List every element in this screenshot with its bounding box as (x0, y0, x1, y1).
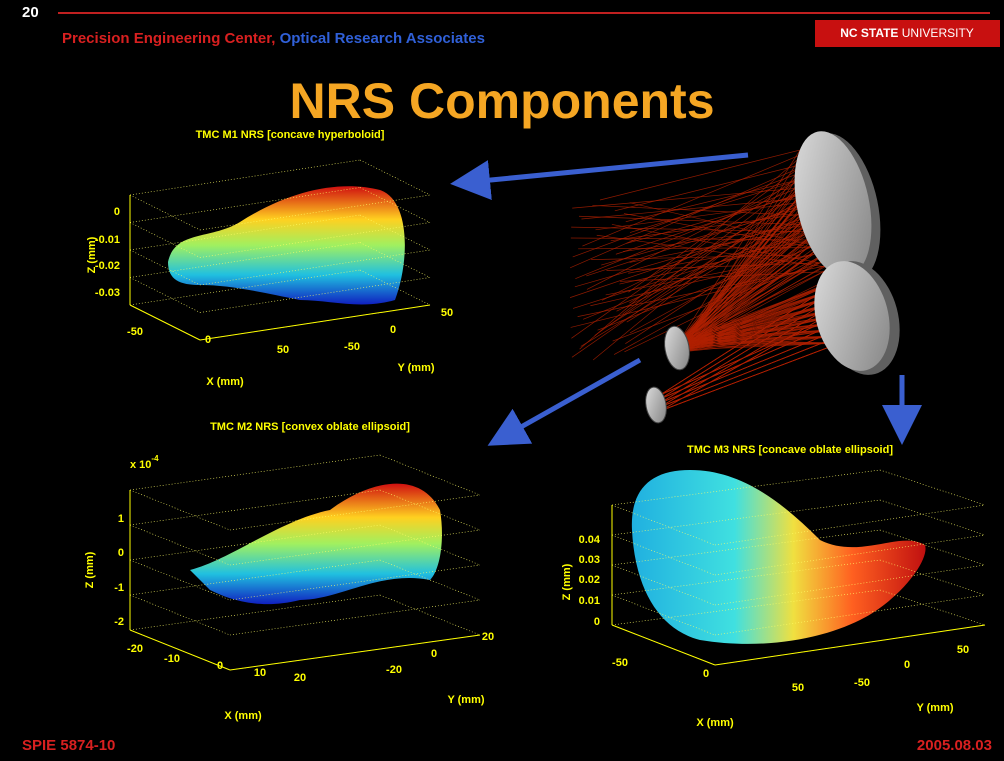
grid-line (130, 490, 230, 530)
grid-line (130, 195, 200, 230)
grid-line (880, 470, 985, 505)
x-tick-label: -50 (127, 326, 143, 338)
axis-line (130, 630, 230, 670)
axis-line (230, 635, 480, 670)
grid-line (880, 500, 985, 535)
x-tick-label: -50 (612, 657, 628, 669)
x-axis-label: X (mm) (206, 376, 244, 388)
z-tick-label: -0.03 (95, 287, 120, 299)
slide-number: 20 (22, 4, 39, 21)
x-tick-label: -20 (127, 643, 143, 655)
multiplier: x 10 (130, 459, 151, 471)
x-tick-label: -10 (164, 653, 180, 665)
z-tick-label: -1 (114, 582, 124, 594)
header-orgs: Precision Engineering Center, Optical Re… (62, 30, 485, 47)
x-axis-label: X (mm) (696, 717, 734, 729)
grid-line (130, 525, 230, 565)
z-axis-label: Z (mm) (561, 563, 573, 600)
axis-multiplier: x 10-4 (130, 454, 159, 471)
z-axis-label: Z (mm) (86, 236, 98, 273)
grid-line (130, 595, 230, 635)
z-tick-label: -2 (114, 616, 124, 628)
y-tick-label: -50 (854, 677, 870, 689)
slide-title: NRS Components (290, 73, 715, 129)
plot-title: TMC M3 NRS [concave oblate ellipsoid] (687, 444, 893, 456)
grid-line (380, 595, 480, 635)
slide: 20 Precision Engineering Center, Optical… (0, 0, 1004, 761)
x-tick-label: 10 (254, 667, 266, 679)
z-tick-label: 1 (118, 513, 124, 525)
y-axis-label: Y (mm) (916, 702, 953, 714)
z-axis-label: Z (mm) (84, 551, 96, 588)
y-tick-label: 50 (441, 307, 453, 319)
org2: Optical Research Associates (280, 30, 485, 47)
logo: NC STATE UNIVERSITY (840, 26, 974, 40)
y-tick-label: 0 (431, 648, 437, 660)
plot-title: TMC M2 NRS [convex oblate ellipsoid] (210, 421, 410, 433)
grid-line (880, 590, 985, 625)
x-tick-label: 0 (217, 660, 223, 672)
y-tick-label: 50 (957, 644, 969, 656)
y-tick-label: -50 (344, 341, 360, 353)
z-tick-label: -0.02 (95, 260, 120, 272)
page: 20 Precision Engineering Center, Optical… (0, 0, 1004, 761)
plot-title: TMC M1 NRS [concave hyperboloid] (196, 129, 385, 141)
y-tick-label: 0 (390, 324, 396, 336)
exponent: -4 (151, 454, 159, 463)
z-tick-label: 0 (118, 547, 124, 559)
y-tick-label: 0 (904, 659, 910, 671)
ray (619, 240, 840, 399)
z-tick-label: 0.03 (579, 554, 600, 566)
z-tick-label: 0.01 (579, 595, 600, 607)
y-tick-label: -20 (386, 664, 402, 676)
footer-right: 2005.08.03 (917, 737, 992, 754)
surface-m2 (190, 484, 442, 605)
y-axis-label: Y (mm) (397, 362, 434, 374)
x-tick-label: 50 (277, 344, 289, 356)
x-axis-label: X (mm) (224, 710, 262, 722)
surface-m3 (632, 470, 926, 644)
logo-rest: UNIVERSITY (902, 26, 974, 40)
y-tick-label: 20 (482, 631, 494, 643)
arrow-m2 (505, 360, 640, 436)
x-tick-label: 0 (205, 334, 211, 346)
arrow-m1 (470, 155, 748, 182)
z-tick-label: 0 (594, 616, 600, 628)
footer-left: SPIE 5874-10 (22, 737, 115, 754)
org1: Precision Engineering Center, (62, 30, 275, 47)
grid-line (230, 600, 480, 635)
x-tick-label: 20 (294, 672, 306, 684)
y-axis-label: Y (mm) (447, 694, 484, 706)
x-tick-label: 50 (792, 682, 804, 694)
logo-bold: NC STATE (840, 26, 898, 40)
grid-line (130, 455, 380, 490)
z-tick-label: 0.02 (579, 574, 600, 586)
z-tick-label: 0.04 (579, 534, 601, 546)
z-tick-label: 0 (114, 206, 120, 218)
x-tick-label: 0 (703, 668, 709, 680)
z-tick-label: -0.01 (95, 234, 120, 246)
